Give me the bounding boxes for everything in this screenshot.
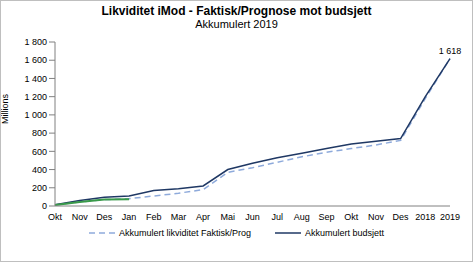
svg-text:Jul: Jul [271, 212, 283, 222]
svg-text:Sep: Sep [319, 212, 335, 222]
svg-text:Nov: Nov [368, 212, 385, 222]
svg-text:1 400: 1 400 [24, 74, 47, 84]
svg-text:Okt: Okt [48, 212, 63, 222]
svg-text:Des: Des [96, 212, 113, 222]
svg-text:1 000: 1 000 [24, 110, 47, 120]
html-text:Akkumulert budsjett: Akkumulert budsjett [305, 228, 384, 238]
svg-text:Des: Des [393, 212, 410, 222]
svg-text:1 200: 1 200 [24, 92, 47, 102]
svg-text:Apr: Apr [196, 212, 210, 222]
svg-text:Okt: Okt [344, 212, 359, 222]
svg-text:2019: 2019 [440, 212, 460, 222]
html-text:Likviditet iMod - Faktisk/Prog: Likviditet iMod - Faktisk/Prognose mot b… [101, 4, 372, 18]
html-text:Akkumulert likviditet Faktisk/: Akkumulert likviditet Faktisk/Prog [119, 228, 251, 238]
svg-text:600: 600 [32, 147, 47, 157]
svg-text:1 800: 1 800 [24, 37, 47, 47]
svg-text:0: 0 [42, 201, 47, 211]
svg-text:1 600: 1 600 [24, 55, 47, 65]
svg-text:Aug: Aug [294, 212, 310, 222]
svg-text:2018: 2018 [415, 212, 435, 222]
svg-text:Mar: Mar [171, 212, 187, 222]
svg-text:1 618: 1 618 [439, 46, 462, 56]
svg-text:Millions: Millions [8, 93, 10, 124]
svg-text:800: 800 [32, 128, 47, 138]
svg-text:200: 200 [32, 183, 47, 193]
svg-text:Feb: Feb [146, 212, 162, 222]
html-text:Akkumulert 2019: Akkumulert 2019 [195, 18, 278, 30]
svg-text:400: 400 [32, 165, 47, 175]
svg-text:Nov: Nov [72, 212, 89, 222]
svg-text:Jan: Jan [122, 212, 137, 222]
svg-text:Mai: Mai [221, 212, 236, 222]
svg-text:Jun: Jun [245, 212, 260, 222]
